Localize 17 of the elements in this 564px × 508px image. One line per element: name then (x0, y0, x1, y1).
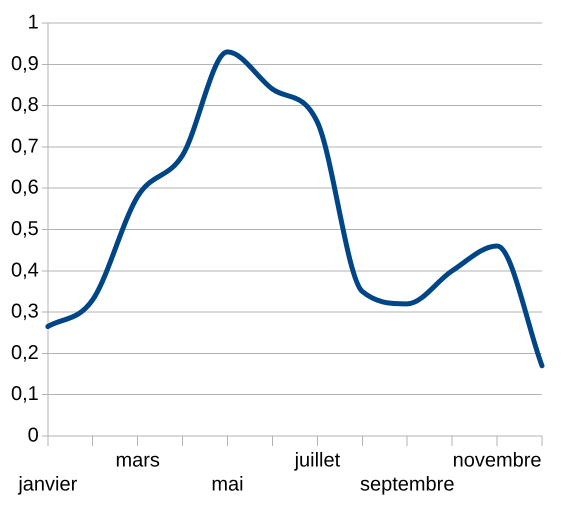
x-tick-label: novembre (452, 450, 542, 472)
x-tick-label: janvier (17, 474, 78, 496)
y-tick-label: 0,9 (10, 52, 39, 75)
y-tick-label: 0,6 (10, 176, 39, 199)
x-tick-label: juillet (294, 450, 341, 472)
x-tick-label: mai (211, 474, 244, 496)
y-tick-label: 0,3 (10, 300, 39, 323)
y-tick-label: 0 (28, 424, 39, 447)
y-tick-label: 0,5 (10, 218, 39, 240)
y-tick-label: 0,1 (10, 383, 39, 406)
y-tick-label: 0,8 (10, 94, 39, 116)
x-tick-label: septembre (360, 474, 454, 496)
x-tick-label: mars (115, 450, 160, 472)
y-tick-label: 0,7 (10, 135, 39, 158)
y-tick-label: 0,4 (10, 259, 39, 282)
y-tick-label: 0,2 (10, 342, 39, 364)
y-tick-label: 1 (28, 12, 39, 34)
